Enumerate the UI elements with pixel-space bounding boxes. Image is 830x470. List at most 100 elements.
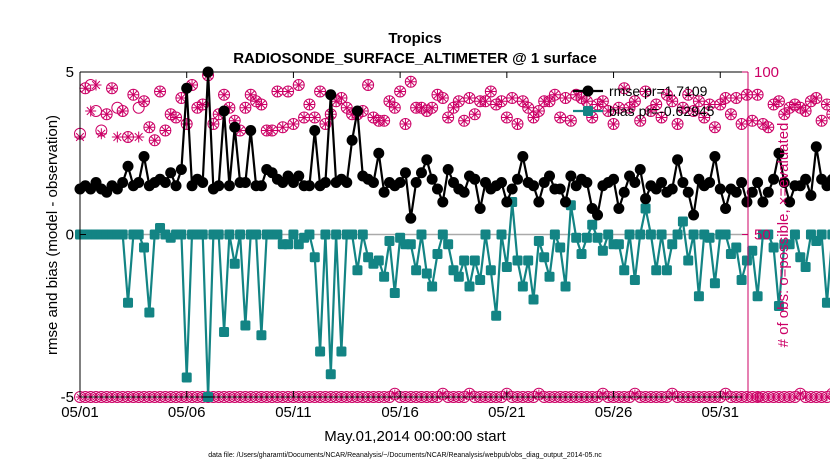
- rmse-point: [458, 186, 470, 198]
- bias-point: [528, 294, 539, 305]
- obs-evaluated-marker: [816, 115, 828, 127]
- data-file-footnote: data file: /Users/gharamti/Documents/NCA…: [208, 452, 602, 459]
- bias-point: [240, 320, 251, 331]
- bias-point: [133, 229, 144, 240]
- rmse-point: [474, 203, 486, 214]
- bias-point: [405, 239, 416, 250]
- bias-point: [571, 232, 582, 243]
- bias-point: [640, 203, 651, 214]
- bias-point: [661, 265, 672, 276]
- obs-evaluated-marker: [693, 95, 705, 107]
- obs-evaluated-marker: [581, 95, 593, 107]
- series-rmse: [74, 66, 830, 224]
- obs-evaluated-marker: [239, 102, 251, 114]
- obs-evaluated-marker: [725, 108, 737, 120]
- rmse-point: [704, 177, 716, 188]
- bias-point: [416, 229, 427, 240]
- obs-evaluated-marker: [709, 121, 721, 133]
- obs-evaluated-marker: [95, 128, 107, 140]
- rmse-point: [469, 173, 481, 185]
- obs-evaluated-marker: [271, 86, 283, 97]
- obs-evaluated-marker: [506, 92, 518, 104]
- obs-evaluated-bottom-marker: [774, 392, 784, 402]
- bias-point: [688, 229, 699, 240]
- obs-evaluated-marker: [661, 89, 673, 101]
- bias-point: [512, 255, 523, 266]
- obs-evaluated-marker: [810, 92, 822, 104]
- rmse-point: [394, 177, 406, 188]
- rmse-point: [181, 82, 193, 94]
- bias-point: [213, 229, 224, 240]
- rmse-point: [528, 180, 540, 192]
- bias-point: [320, 229, 331, 240]
- bias-point: [272, 229, 283, 240]
- bias-point: [288, 229, 299, 240]
- obs-evaluated-bottom-marker: [785, 392, 794, 402]
- obs-evaluated-marker: [714, 99, 726, 110]
- rmse-point: [778, 177, 790, 188]
- obs-evaluated-bottom-marker: [801, 392, 810, 402]
- obs-evaluated-bottom-marker: [721, 389, 730, 398]
- obs-evaluated-marker: [154, 86, 166, 97]
- obs-evaluated-marker: [773, 95, 785, 107]
- rmse-point: [245, 125, 257, 136]
- rmse-point: [197, 177, 209, 188]
- obs-evaluated-marker: [618, 82, 630, 94]
- rmse-point: [122, 160, 134, 172]
- obs-evaluated-marker: [282, 86, 294, 97]
- obs-evaluated-marker: [106, 82, 118, 94]
- rmse-point: [746, 186, 758, 198]
- bias-point: [683, 255, 694, 266]
- rmse-point: [303, 180, 315, 192]
- obs-evaluated-marker: [602, 105, 614, 117]
- rmse-point: [618, 186, 630, 198]
- rmse-point: [757, 196, 769, 208]
- y-tick-label-left: 0: [66, 227, 74, 244]
- obs-evaluated-bottom-marker: [598, 389, 608, 398]
- rmse-point: [517, 151, 529, 162]
- rmse-point: [431, 183, 443, 195]
- obs-evaluated-bottom-marker: [769, 392, 778, 402]
- obs-evaluated-marker: [624, 102, 636, 114]
- obs-evaluated-marker: [330, 95, 342, 107]
- obs-evaluated-marker: [453, 95, 465, 107]
- bias-point: [283, 239, 294, 250]
- legend-bias-label: bias pr=-0.62945: [609, 103, 715, 119]
- rmse-point: [319, 177, 331, 188]
- obs-evaluated-marker: [191, 102, 203, 114]
- obs-evaluated-marker: [143, 121, 155, 133]
- bias-point: [651, 265, 662, 276]
- bias-point: [197, 229, 208, 240]
- obs-evaluated-marker: [245, 89, 257, 101]
- rmse-point: [442, 164, 454, 175]
- bias-point: [144, 307, 155, 318]
- obs-evaluated-marker: [159, 125, 171, 136]
- rmse-point: [351, 105, 363, 117]
- bias-point: [816, 229, 827, 240]
- bias-point: [304, 229, 315, 240]
- obs-evaluated-marker: [608, 118, 620, 130]
- obs-evaluated-marker: [805, 95, 817, 107]
- rmse-point: [826, 174, 830, 185]
- obs-evaluated-marker: [522, 102, 534, 114]
- y-axis-label-right: # of obs: o=possible, ×=evaluated: [775, 123, 792, 348]
- bias-point: [469, 255, 480, 266]
- bias-point: [347, 229, 358, 240]
- obs-evaluated-marker: [437, 92, 449, 104]
- x-tick-label: 05/21: [488, 404, 526, 421]
- rmse-point: [170, 180, 182, 192]
- bias-point: [741, 255, 752, 266]
- rmse-point: [421, 154, 433, 166]
- bias-point: [597, 245, 608, 256]
- bias-point: [523, 255, 534, 266]
- bias-point: [709, 278, 720, 289]
- obs-evaluated-marker: [501, 112, 513, 123]
- obs-evaluated-marker: [463, 92, 475, 104]
- rmse-point: [736, 177, 748, 188]
- obs-evaluated-marker: [277, 121, 289, 133]
- bias-point: [763, 229, 774, 240]
- rmse-point: [373, 147, 385, 159]
- obs-evaluated-bottom-marker: [630, 389, 640, 398]
- obs-evaluated-marker: [656, 112, 668, 123]
